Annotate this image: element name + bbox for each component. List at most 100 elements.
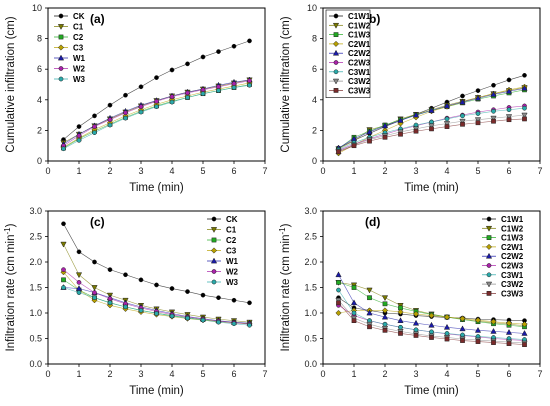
legend-label-b-C1W3: C1W3 <box>348 31 371 40</box>
series-points-a-W1 <box>60 76 253 147</box>
legend-label-d-C2W2: C2W2 <box>501 252 524 261</box>
data-point-b-C2W2 <box>412 111 420 118</box>
data-point-c-W3 <box>216 319 221 325</box>
data-point-d-C2W2 <box>412 319 420 326</box>
series-points-c-C3 <box>60 269 253 327</box>
data-point-d-C2W1 <box>335 309 342 317</box>
legend-marker-d-C2W2 <box>485 252 493 259</box>
x-axis-label-a: Time (min) <box>129 182 184 194</box>
legend-marker-b-C2W2 <box>332 49 340 56</box>
y-tick-label-d: 0.0 <box>304 359 317 369</box>
data-point-d-C3W3 <box>336 300 341 306</box>
data-point-b-C3W3 <box>444 124 450 129</box>
data-point-a-CK <box>200 54 206 60</box>
legend-marker-d-C2W1 <box>485 243 493 250</box>
legend-label-c-CK: CK <box>226 215 238 224</box>
data-point-a-CK <box>231 43 237 49</box>
panel-label-c: (c) <box>90 215 105 229</box>
y-tick-label-b: 0 <box>312 156 317 166</box>
legend-label-a-C2: C2 <box>73 33 84 42</box>
data-point-c-W3 <box>123 304 128 310</box>
data-point-b-C2W2 <box>397 117 404 123</box>
data-point-c-CK <box>185 289 190 294</box>
legend-marker-c-C1 <box>210 227 218 233</box>
plot-frame-a <box>47 7 266 162</box>
data-point-d-C3W1 <box>382 321 388 327</box>
data-point-c-W3 <box>185 315 190 321</box>
data-point-a-W2 <box>169 94 175 100</box>
data-point-a-W2 <box>185 90 190 96</box>
x-tick-label-b: 3 <box>413 166 418 176</box>
data-point-c-W2 <box>61 267 66 273</box>
data-point-c-W3 <box>61 285 66 290</box>
data-point-b-C1W1 <box>506 77 512 83</box>
legend-marker-d-C1W2 <box>485 225 493 232</box>
data-point-d-C2W1 <box>459 315 466 322</box>
x-tick-label-d: 7 <box>537 369 542 379</box>
legend-marker-b-C3W2 <box>332 78 340 85</box>
x-tick-label-a: 0 <box>45 166 50 176</box>
data-point-c-CK <box>231 297 237 303</box>
y-tick-label-a: 10 <box>32 3 42 13</box>
data-point-b-C3W3 <box>491 118 496 124</box>
data-point-b-C1W1 <box>522 72 527 78</box>
legend-marker-a-C3 <box>57 44 65 51</box>
y-tick-label-a: 6 <box>37 64 42 74</box>
y-tick-label-b: 4 <box>312 95 317 105</box>
series-line-c-CK <box>63 223 250 304</box>
x-tick-label-a: 6 <box>231 166 236 176</box>
data-point-a-W2 <box>138 104 144 110</box>
legend-label-d-C2W1: C2W1 <box>501 243 524 252</box>
data-point-a-CK <box>92 113 97 119</box>
data-point-b-C3W2 <box>490 115 497 122</box>
data-point-d-C1W3 <box>382 301 388 307</box>
data-point-d-C3W1 <box>398 324 403 330</box>
data-point-d-C3W3 <box>429 335 434 340</box>
data-point-b-C2W2 <box>459 98 466 105</box>
y-tick-label-c: 0.5 <box>29 334 42 344</box>
data-point-a-W3 <box>76 137 82 143</box>
legend-label-d-C1W3: C1W3 <box>501 234 524 243</box>
y-tick-label-d: 1.0 <box>304 308 317 318</box>
series-line-a-W3 <box>63 84 250 150</box>
plot-frame-b <box>322 7 541 162</box>
data-point-d-C3W3 <box>522 342 527 347</box>
data-point-d-C3W3 <box>475 339 481 344</box>
data-point-d-C2W1 <box>505 320 513 327</box>
data-point-d-C1W2 <box>366 287 373 294</box>
series-points-d-C3W1 <box>336 287 527 342</box>
data-point-a-W3 <box>92 130 97 136</box>
legend-label-b-C2W2: C2W2 <box>348 49 371 58</box>
data-point-d-C3W3 <box>398 331 403 336</box>
data-point-d-C2W2 <box>397 317 404 323</box>
data-point-d-C3W3 <box>444 336 450 342</box>
y-axis-label-d: Infiltration rate (cm min-1) <box>278 223 292 351</box>
legend-marker-c-W3 <box>211 279 217 285</box>
y-tick-label-c: 1.0 <box>29 308 42 318</box>
data-point-d-C2W2 <box>381 313 389 320</box>
data-point-d-C3W1 <box>336 287 341 293</box>
series-points-a-CK <box>61 38 252 142</box>
data-point-c-W3 <box>200 317 206 323</box>
data-point-c-CK <box>123 272 128 278</box>
data-point-b-C3W3 <box>506 117 512 123</box>
data-point-b-C3W2 <box>521 112 528 119</box>
legend-label-b-C1W1: C1W1 <box>348 12 371 21</box>
data-point-d-C2W1 <box>428 312 435 319</box>
series-points-d-C3W3 <box>336 300 527 347</box>
x-tick-label-d: 3 <box>413 369 418 379</box>
data-point-c-W3 <box>231 321 237 327</box>
series-points-c-CK <box>61 221 252 306</box>
series-points-b-C3W3 <box>336 116 527 155</box>
legend-label-c-C1: C1 <box>226 226 237 235</box>
legend-label-a-W1: W1 <box>73 54 86 63</box>
data-point-c-W3 <box>76 290 82 295</box>
data-point-d-C3W3 <box>460 338 465 343</box>
data-point-b-C2W2 <box>428 107 435 113</box>
series-points-d-C2W2 <box>335 271 528 336</box>
data-point-d-C2W2 <box>335 271 342 278</box>
data-point-c-CK <box>138 277 144 283</box>
legend-label-d-C2W3: C2W3 <box>501 262 524 271</box>
legend-label-d-C3W1: C3W1 <box>501 271 524 280</box>
